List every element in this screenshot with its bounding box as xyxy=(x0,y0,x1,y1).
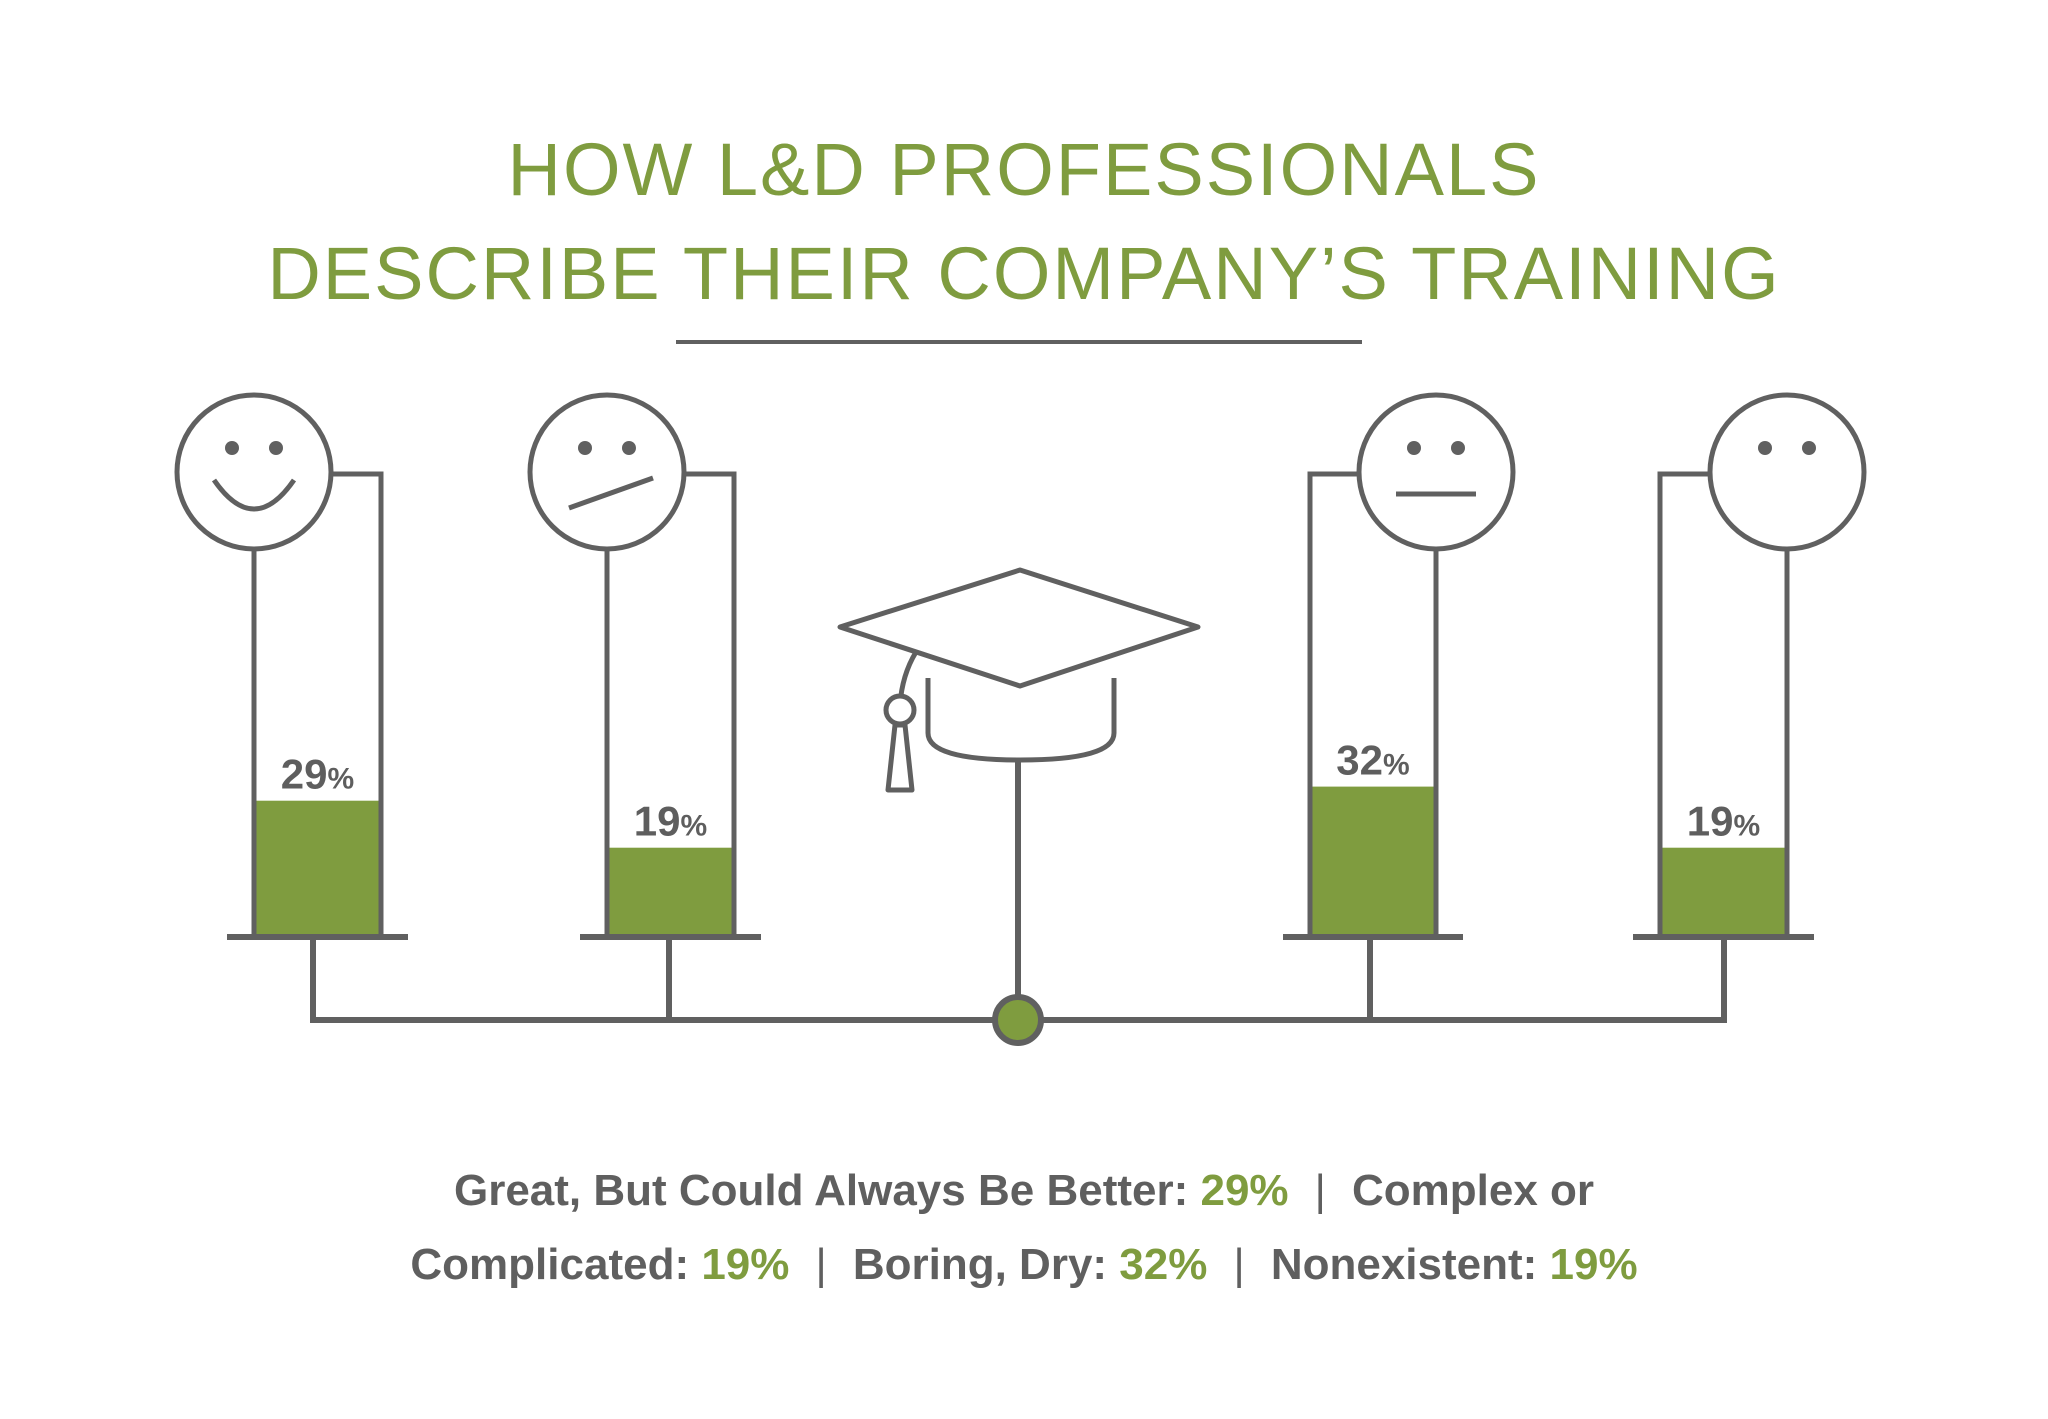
title-line-2: DESCRIBE THEIR COMPANY’S TRAINING xyxy=(267,232,1781,315)
bar-fill-4 xyxy=(1660,847,1787,937)
caption-value-great: 29% xyxy=(1200,1166,1289,1215)
caption-separator: | xyxy=(1233,1240,1245,1289)
bar-label-4: 19% xyxy=(1687,798,1760,845)
bar-group-3: 32% xyxy=(1283,392,1516,940)
caption-value-boring: 32% xyxy=(1119,1240,1208,1289)
caption-label-nonexistent: Nonexistent: xyxy=(1270,1240,1550,1289)
caption-label-great: Great, But Could Always Be Better: xyxy=(453,1166,1201,1215)
caption-label-complex-part2: Complicated: xyxy=(410,1240,702,1289)
caption-line-1: Great, But Could Always Be Better: 29% | C… xyxy=(0,1166,2048,1216)
bar-label-1: 29% xyxy=(281,751,354,798)
caption-label-complex-part1: Complex or xyxy=(1351,1166,1595,1215)
bar-group-1: 29% xyxy=(174,392,408,940)
bar-label-3: 32% xyxy=(1336,737,1409,784)
title-line-1: HOW L&D PROFESSIONALS xyxy=(507,128,1541,211)
bar-label-2: 19% xyxy=(634,798,707,845)
chart-title: HOW L&D PROFESSIONALS DESCRIBE THEIR COM… xyxy=(0,118,2048,326)
blank-face-icon xyxy=(1707,392,1867,552)
caption-value-complex: 19% xyxy=(701,1240,790,1289)
bar-group-2: 19% xyxy=(527,392,761,940)
skeptical-face-icon xyxy=(527,392,687,552)
bar-group-4: 19% xyxy=(1633,392,1867,940)
bars-layer: 29% 19% 32% 19% xyxy=(174,392,1867,940)
bar-fill-2 xyxy=(607,847,734,937)
bar-fill-3 xyxy=(1310,786,1436,937)
graduation-cap-icon xyxy=(837,567,1201,793)
caption-separator: | xyxy=(1314,1166,1326,1215)
caption-value-nonexistent: 19% xyxy=(1549,1240,1638,1289)
smile-face-icon xyxy=(174,392,334,552)
hub-node xyxy=(992,994,1044,1046)
bar-fill-1 xyxy=(254,800,381,937)
caption-label-boring: Boring, Dry: xyxy=(852,1240,1120,1289)
caption-separator: | xyxy=(815,1240,827,1289)
neutral-face-icon xyxy=(1356,392,1516,552)
caption-line-2: Complicated: 19% | Boring, Dry: 32% | Nonexi… xyxy=(0,1240,2048,1290)
